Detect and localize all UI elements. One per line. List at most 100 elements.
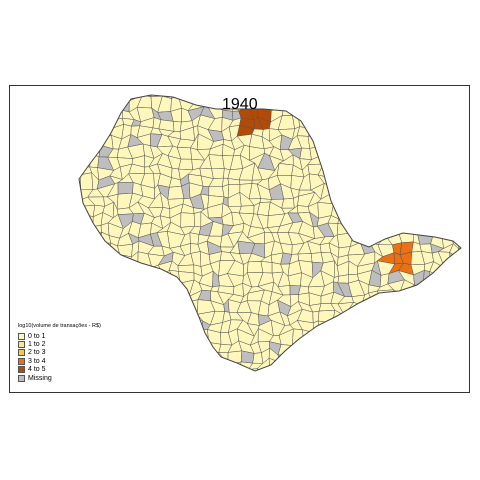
municipality-region — [158, 337, 176, 355]
municipality-region — [419, 290, 433, 307]
municipality-region — [407, 115, 422, 127]
municipality-region — [399, 308, 413, 323]
municipality-region — [279, 95, 292, 103]
municipality-region — [298, 107, 310, 119]
municipality-region — [422, 285, 433, 296]
municipality-region — [149, 301, 165, 315]
municipality-region — [438, 95, 455, 103]
municipality-region — [370, 97, 386, 111]
municipality-region — [99, 107, 109, 122]
municipality-region — [337, 274, 349, 284]
municipality-region — [140, 338, 153, 352]
municipality-region — [209, 368, 226, 371]
municipality-region — [429, 183, 446, 196]
municipality-region — [79, 234, 84, 245]
municipality-region — [453, 123, 461, 138]
municipality-region — [424, 175, 434, 188]
municipality-region — [80, 116, 92, 127]
municipality-region — [439, 153, 453, 167]
municipality-region — [279, 96, 292, 106]
municipality-region — [79, 95, 82, 100]
municipality-region — [117, 243, 133, 258]
sao-paulo-map — [78, 94, 462, 381]
municipality-region — [449, 274, 461, 287]
municipality-region — [79, 147, 82, 158]
municipality-region — [91, 272, 105, 284]
municipality-region — [101, 359, 112, 371]
municipality-region — [150, 370, 165, 371]
municipality-region — [151, 273, 164, 285]
municipality-region — [167, 334, 182, 345]
municipality-region — [280, 367, 292, 371]
municipality-region — [167, 281, 181, 296]
municipality-region — [267, 97, 285, 112]
municipality-region — [107, 354, 125, 366]
municipality-region — [317, 143, 334, 160]
municipality-region — [448, 328, 461, 346]
municipality-region — [369, 320, 386, 335]
municipality-region — [129, 283, 144, 293]
municipality-region — [447, 318, 461, 336]
municipality-region — [176, 338, 194, 354]
municipality-region — [310, 367, 323, 371]
legend-item-0-1: 0 to 1 — [18, 332, 101, 340]
municipality-region — [399, 298, 414, 313]
municipality-region — [388, 328, 404, 345]
municipality-region — [427, 339, 444, 356]
municipality-region — [450, 173, 461, 188]
municipality-region — [329, 143, 344, 160]
municipality-region — [377, 154, 393, 170]
municipality-region — [318, 359, 331, 371]
municipality-region — [451, 302, 461, 315]
municipality-region — [79, 147, 93, 158]
municipality-region — [447, 101, 461, 110]
municipality-region — [437, 194, 454, 205]
municipality-region — [367, 136, 380, 152]
municipality-region — [141, 335, 150, 344]
municipality-region — [152, 308, 160, 326]
municipality-region — [370, 358, 386, 371]
municipality-region — [377, 162, 394, 176]
municipality-region — [428, 153, 444, 168]
municipality-region — [318, 352, 331, 362]
municipality-region — [381, 213, 396, 229]
municipality-region — [317, 135, 332, 148]
municipality-region — [327, 328, 345, 347]
municipality-region — [146, 319, 164, 337]
municipality-region — [208, 154, 225, 170]
municipality-region — [417, 348, 432, 361]
municipality-region — [340, 126, 353, 142]
municipality-region — [308, 332, 322, 345]
municipality-region — [376, 110, 391, 118]
municipality-region — [101, 280, 114, 298]
municipality-region — [141, 371, 151, 381]
municipality-region — [356, 153, 376, 165]
municipality-region — [408, 215, 424, 227]
municipality-region — [352, 173, 365, 189]
municipality-region — [350, 370, 362, 371]
municipality-region — [79, 195, 83, 207]
municipality-region — [107, 328, 122, 345]
municipality-region — [450, 95, 461, 103]
municipality-region — [318, 97, 334, 108]
municipality-region — [346, 328, 362, 346]
municipality-region — [371, 213, 385, 227]
municipality-region — [99, 330, 114, 344]
municipality-region — [286, 353, 305, 366]
municipality-region — [89, 301, 100, 316]
municipality-region — [107, 95, 122, 103]
municipality-region — [430, 95, 442, 102]
municipality-region — [79, 124, 85, 139]
municipality-region — [171, 318, 182, 336]
municipality-region — [80, 104, 92, 122]
municipality-region — [121, 289, 135, 308]
municipality-region — [199, 357, 212, 371]
municipality-region — [407, 289, 424, 304]
municipality-region — [449, 143, 458, 155]
municipality-region — [80, 96, 92, 110]
municipality-region — [109, 367, 124, 371]
municipality-region — [298, 96, 312, 109]
municipality-region — [158, 289, 169, 308]
municipality-region — [286, 357, 305, 371]
municipality-region — [92, 280, 103, 298]
